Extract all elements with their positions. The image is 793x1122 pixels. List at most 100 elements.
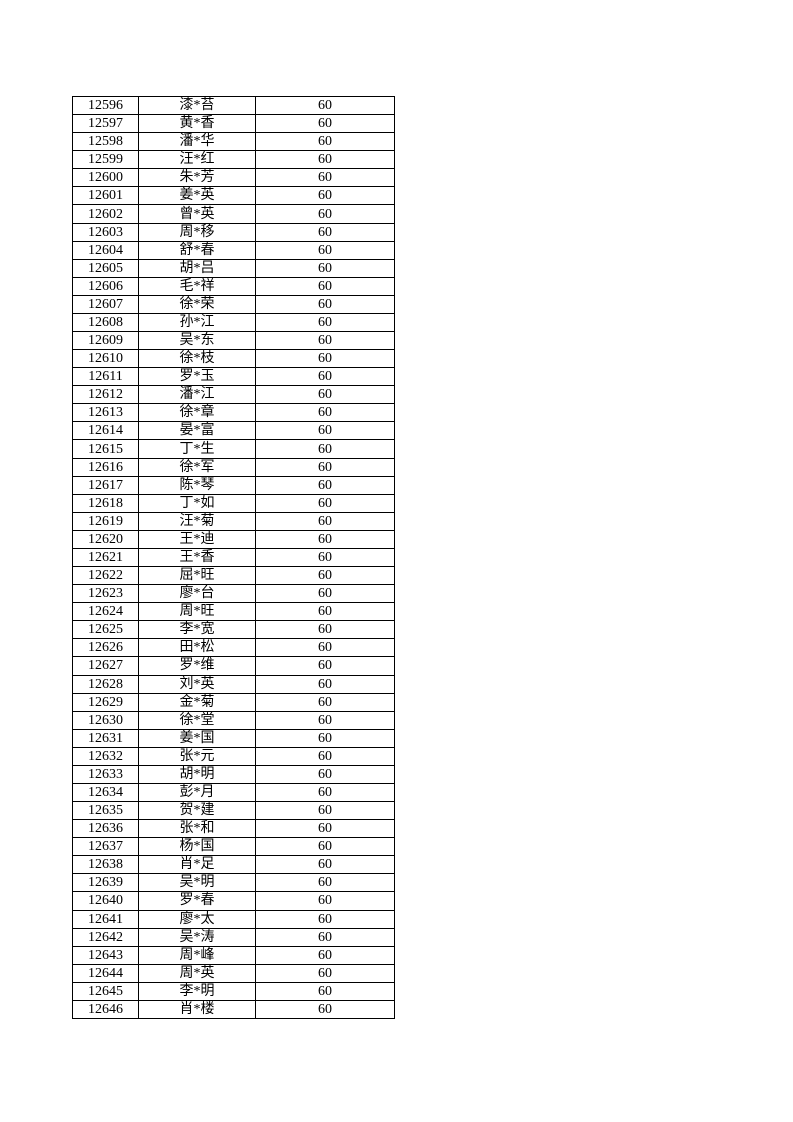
id-cell: 12639 — [72, 873, 139, 893]
table-row: 12613 徐*章 60 — [72, 403, 395, 423]
score-cell: 60 — [255, 638, 395, 658]
name-cell: 周*移 — [138, 222, 256, 242]
table-row: 12628 刘*英 60 — [72, 674, 395, 694]
score-cell: 60 — [255, 168, 395, 188]
score-cell: 60 — [255, 981, 395, 1001]
table-row: 12601 姜*英 60 — [72, 186, 395, 206]
name-cell: 肖*楼 — [138, 999, 256, 1019]
id-cell: 12621 — [72, 547, 139, 568]
score-cell: 60 — [255, 584, 395, 604]
name-cell: 刘*英 — [138, 674, 256, 694]
table-row: 12612 潘*江 60 — [72, 385, 395, 405]
score-cell: 60 — [255, 457, 395, 477]
name-cell: 舒*春 — [138, 240, 256, 260]
name-cell: 陈*琴 — [138, 475, 256, 495]
table-row: 12617 陈*琴 60 — [72, 475, 395, 495]
score-cell: 60 — [255, 656, 395, 676]
score-cell: 60 — [255, 403, 395, 423]
name-cell: 胡*吕 — [138, 258, 256, 278]
table-row: 12630 徐*堂 60 — [72, 710, 395, 730]
name-cell: 孙*江 — [138, 312, 256, 333]
name-cell: 徐*荣 — [138, 294, 256, 314]
score-cell: 60 — [255, 204, 395, 224]
id-cell: 12603 — [72, 222, 139, 242]
id-cell: 12637 — [72, 837, 139, 857]
table-row: 12641 廖*太 60 — [72, 909, 395, 929]
id-cell: 12646 — [72, 999, 139, 1019]
name-cell: 金*菊 — [138, 692, 256, 712]
name-cell: 徐*堂 — [138, 710, 256, 730]
table-row: 12600 朱*芳 60 — [72, 168, 395, 188]
table-row: 12618 丁*如 60 — [72, 493, 395, 513]
id-cell: 12622 — [72, 566, 139, 586]
table-row: 12604 舒*春 60 — [72, 240, 395, 260]
score-cell: 60 — [255, 692, 395, 712]
id-cell: 12597 — [72, 114, 139, 134]
score-cell: 60 — [255, 95, 395, 116]
table-row: 12597 黄*香 60 — [72, 114, 395, 134]
score-cell: 60 — [255, 837, 395, 857]
name-cell: 徐*枝 — [138, 349, 256, 369]
id-cell: 12601 — [72, 186, 139, 206]
name-cell: 廖*台 — [138, 584, 256, 604]
id-cell: 12644 — [72, 963, 139, 983]
id-cell: 12631 — [72, 728, 139, 748]
id-cell: 12645 — [72, 981, 139, 1001]
score-cell: 60 — [255, 873, 395, 893]
name-cell: 罗*玉 — [138, 367, 256, 387]
table-row: 12622 屈*旺 60 — [72, 566, 395, 586]
id-cell: 12608 — [72, 312, 139, 333]
score-cell: 60 — [255, 475, 395, 495]
id-cell: 12612 — [72, 385, 139, 405]
score-cell: 60 — [255, 222, 395, 242]
table-row: 12611 罗*玉 60 — [72, 367, 395, 387]
id-cell: 12627 — [72, 656, 139, 676]
table-row: 12643 周*峰 60 — [72, 945, 395, 965]
score-cell: 60 — [255, 240, 395, 260]
table-row: 12625 李*宽 60 — [72, 620, 395, 640]
id-cell: 12629 — [72, 692, 139, 712]
score-cell: 60 — [255, 728, 395, 748]
id-cell: 12620 — [72, 529, 139, 549]
score-cell: 60 — [255, 312, 395, 333]
score-cell: 60 — [255, 421, 395, 441]
table-row: 12635 贺*建 60 — [72, 801, 395, 821]
id-cell: 12605 — [72, 258, 139, 278]
id-cell: 12615 — [72, 439, 139, 459]
id-cell: 12609 — [72, 331, 139, 351]
table-row: 12610 徐*枝 60 — [72, 349, 395, 369]
name-cell: 朱*芳 — [138, 168, 256, 188]
score-cell: 60 — [255, 891, 395, 911]
table-row: 12620 王*迪 60 — [72, 529, 395, 549]
table-row: 12636 张*和 60 — [72, 819, 395, 839]
name-cell: 丁*生 — [138, 439, 256, 459]
id-cell: 12638 — [72, 855, 139, 875]
score-cell: 60 — [255, 331, 395, 351]
name-cell: 吴*东 — [138, 331, 256, 351]
name-cell: 贺*建 — [138, 801, 256, 821]
table-row: 12626 田*松 60 — [72, 638, 395, 658]
name-cell: 田*松 — [138, 638, 256, 658]
table-row: 12623 廖*台 60 — [72, 584, 395, 604]
name-cell: 姜*英 — [138, 186, 256, 206]
table-row: 12608 孙*江 60 — [72, 312, 395, 333]
score-cell: 60 — [255, 746, 395, 766]
score-cell: 60 — [255, 529, 395, 549]
name-cell: 潘*江 — [138, 385, 256, 405]
id-cell: 12598 — [72, 132, 139, 152]
score-cell: 60 — [255, 349, 395, 369]
table-row: 12615 丁*生 60 — [72, 439, 395, 459]
table-row: 12629 金*菊 60 — [72, 692, 395, 712]
name-cell: 徐*章 — [138, 403, 256, 423]
name-cell: 屈*旺 — [138, 566, 256, 586]
name-cell: 黄*香 — [138, 114, 256, 134]
table-row: 12645 李*明 60 — [72, 981, 395, 1001]
name-cell: 李*明 — [138, 981, 256, 1001]
id-cell: 12641 — [72, 909, 139, 929]
id-cell: 12617 — [72, 475, 139, 495]
table-row: 12619 汪*菊 60 — [72, 511, 395, 531]
id-cell: 12623 — [72, 584, 139, 604]
table-row: 12598 潘*华 60 — [72, 132, 395, 152]
id-cell: 12596 — [72, 95, 139, 116]
table-row: 12637 杨*国 60 — [72, 837, 395, 857]
